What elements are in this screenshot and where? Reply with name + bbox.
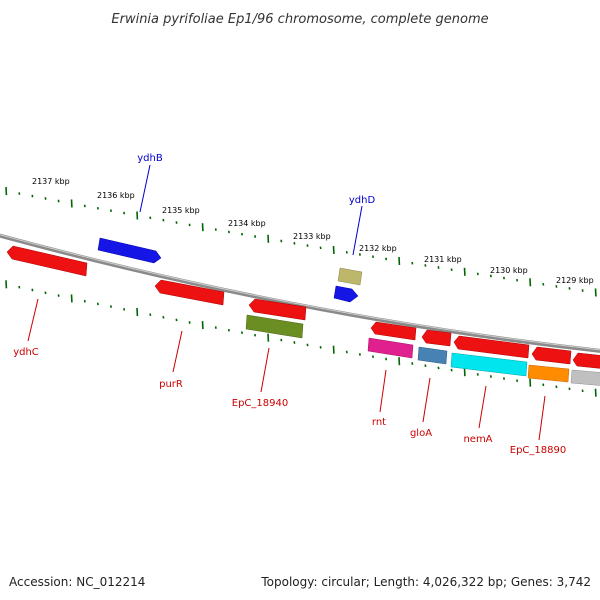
tick-label-2135: 2135 kbp xyxy=(162,206,200,215)
gene-rnt[interactable] xyxy=(370,321,417,341)
genes xyxy=(6,237,600,386)
label-ydhB[interactable]: ydhB xyxy=(137,153,163,164)
gene-red-3[interactable] xyxy=(248,298,307,321)
label-rnt[interactable]: rnt xyxy=(372,417,386,428)
leader-ydhD xyxy=(352,205,363,256)
tick-label-2132: 2132 kbp xyxy=(359,244,397,253)
gene-EpC_18890[interactable] xyxy=(527,364,570,383)
leader-ydhB xyxy=(139,164,151,213)
tick-label-2131: 2131 kbp xyxy=(424,255,462,264)
gene-labels: ydhB ydhD ydhC purR EpC_18940 rnt gloA n… xyxy=(13,153,566,456)
lower-scale-ticks xyxy=(5,280,597,397)
label-leaders xyxy=(27,164,546,441)
leader-ydhC xyxy=(27,298,39,342)
gene-nemA[interactable] xyxy=(450,352,528,377)
leader-rnt xyxy=(379,369,387,413)
gene-gloA[interactable] xyxy=(417,346,448,365)
tick-label-2130: 2130 kbp xyxy=(490,266,528,275)
chromosome-backbone-highlight xyxy=(0,234,600,351)
gene-magenta[interactable] xyxy=(367,337,414,359)
label-EpC_18890[interactable]: EpC_18890 xyxy=(510,445,566,456)
tick-label-2134: 2134 kbp xyxy=(228,219,266,228)
scale-ticks xyxy=(5,187,597,297)
leader-EpC_18890 xyxy=(538,395,546,441)
gene-ydhB[interactable] xyxy=(97,237,162,264)
gene-purR[interactable] xyxy=(154,279,225,306)
gene-ydhD[interactable] xyxy=(333,285,359,303)
tick-label-2137: 2137 kbp xyxy=(32,177,70,186)
map-title: Erwinia pyrifoliae Ep1/96 chromosome, co… xyxy=(111,12,488,27)
gene-khaki[interactable] xyxy=(337,267,363,286)
gene-red-5[interactable] xyxy=(421,329,452,347)
leader-EpC_18940 xyxy=(260,347,270,393)
gene-red-8[interactable] xyxy=(572,352,600,369)
leader-purR xyxy=(172,330,183,373)
scale-labels: 2137 kbp 2136 kbp 2135 kbp 2134 kbp 2133… xyxy=(32,177,594,285)
gene-red-7[interactable] xyxy=(531,346,572,365)
tick-label-2129: 2129 kbp xyxy=(556,276,594,285)
gene-EpC_18940[interactable] xyxy=(245,314,304,339)
gene-ydhC[interactable] xyxy=(6,245,88,277)
label-gloA[interactable]: gloA xyxy=(410,428,432,439)
genome-summary-text: Topology: circular; Length: 4,026,322 bp… xyxy=(260,575,591,589)
label-purR[interactable]: purR xyxy=(159,379,183,390)
tick-label-2133: 2133 kbp xyxy=(293,232,331,241)
gene-red-6[interactable] xyxy=(453,335,530,359)
accession-text: Accession: NC_012214 xyxy=(9,575,145,589)
leader-gloA xyxy=(422,377,431,423)
label-nemA[interactable]: nemA xyxy=(463,434,492,445)
gene-grey[interactable] xyxy=(570,369,600,386)
label-ydhD[interactable]: ydhD xyxy=(349,195,376,206)
label-EpC_18940[interactable]: EpC_18940 xyxy=(232,398,288,409)
leader-nemA xyxy=(478,385,487,429)
tick-label-2136: 2136 kbp xyxy=(97,191,135,200)
label-ydhC[interactable]: ydhC xyxy=(13,347,39,358)
chromosome-backbone xyxy=(0,233,600,353)
